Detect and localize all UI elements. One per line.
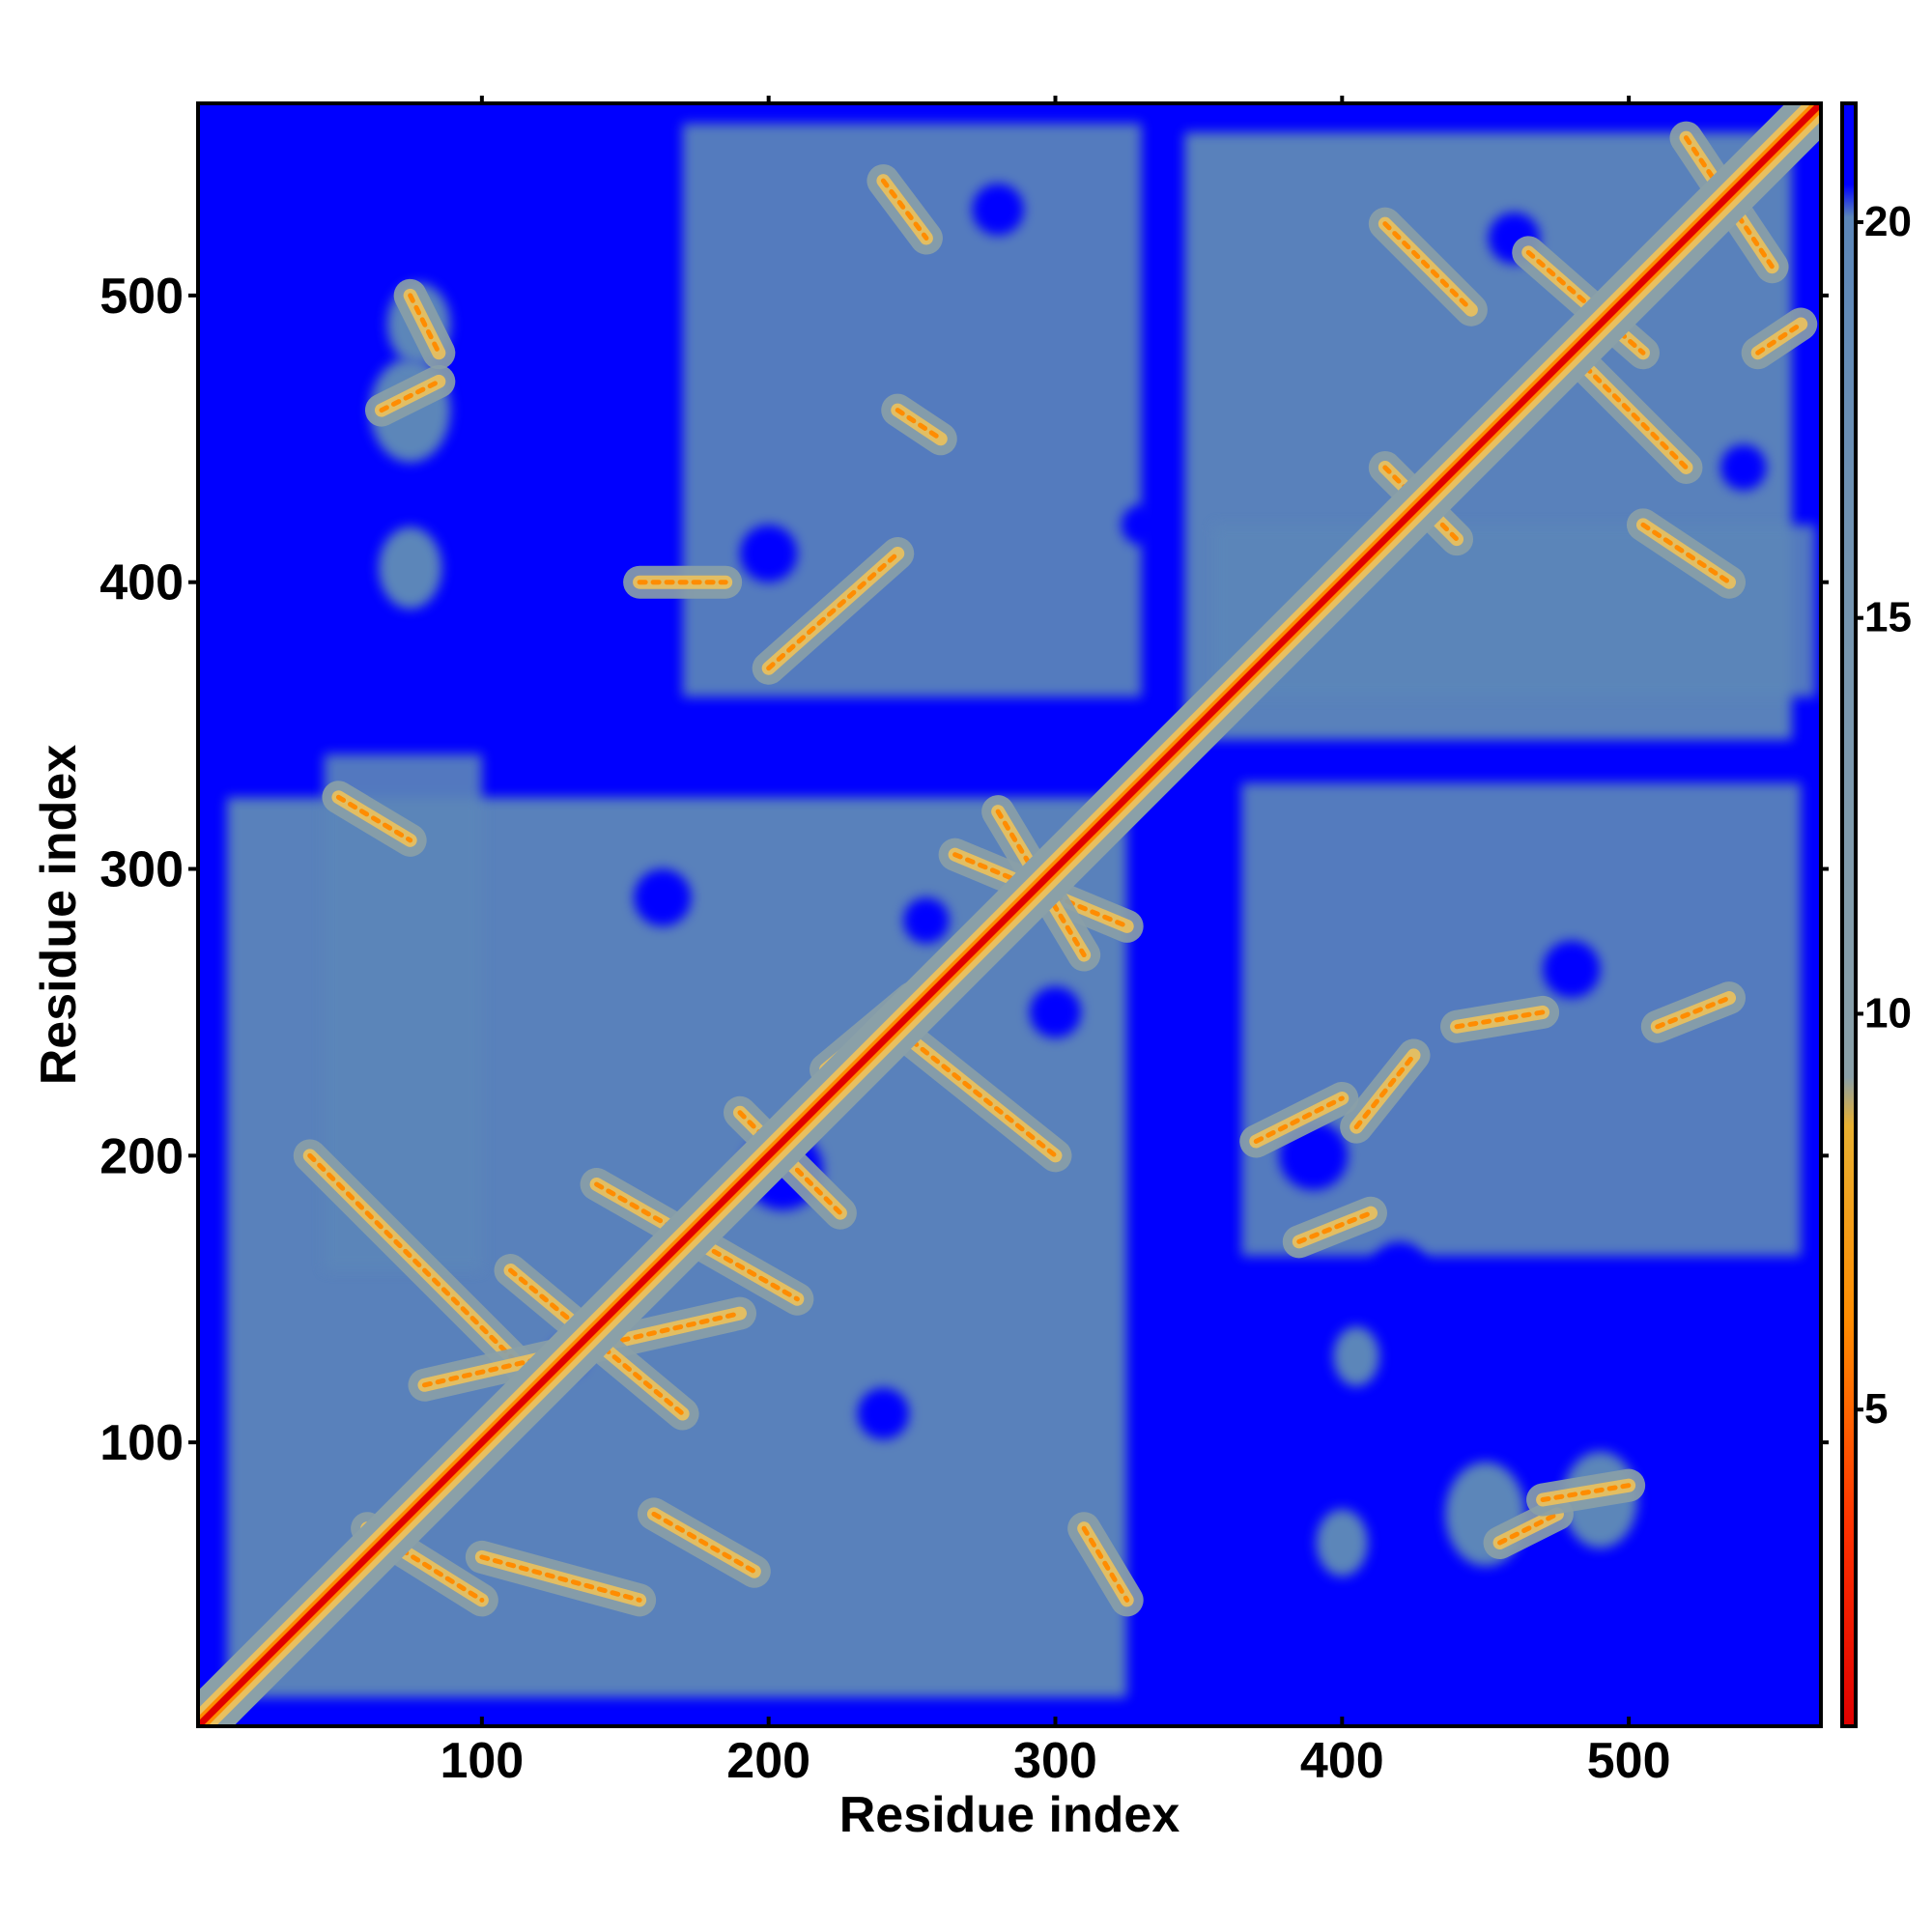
contact-stripe-core xyxy=(379,379,441,413)
contact-gap xyxy=(972,184,1024,236)
contact-gap xyxy=(634,868,692,926)
y-tick-label: 300 xyxy=(99,842,184,898)
y-axis-title: Residue index xyxy=(31,745,87,1086)
contact-stripe-core xyxy=(1540,1483,1632,1503)
heatmap-plot-area xyxy=(198,103,1821,1726)
x-axis-ticks xyxy=(479,96,1632,1726)
contact-stripe-core xyxy=(1454,1009,1546,1030)
colorbar-gradient xyxy=(1840,101,1858,1728)
contact-gap xyxy=(1543,940,1601,999)
y-axis-tick-labels: 100 200 300 400 500 xyxy=(99,269,184,1471)
contact-stripe-core xyxy=(1353,1052,1417,1130)
y-tick-label: 500 xyxy=(99,269,184,325)
y-axis-ticks xyxy=(188,293,198,1445)
contact-stripe-core xyxy=(1755,322,1804,355)
contact-island xyxy=(1333,1326,1379,1386)
colorbar-tick-label: 5 xyxy=(1864,1385,1888,1433)
contact-stripe-core xyxy=(766,551,900,671)
contact-stripe-core xyxy=(307,1152,542,1388)
contact-stripe-core xyxy=(408,293,441,355)
contact-gap xyxy=(903,897,950,944)
contact-stripe-core xyxy=(364,1525,485,1603)
x-tick-label: 200 xyxy=(726,1733,810,1789)
contact-gap xyxy=(740,525,798,582)
contact-stripe-core xyxy=(1497,1511,1560,1546)
diagonal-line xyxy=(198,103,1821,1726)
contact-gap xyxy=(1029,986,1082,1038)
colorbar-tick-labels: 5 10 15 20 xyxy=(1864,198,1912,1433)
x-tick-label: 100 xyxy=(440,1733,524,1789)
contact-stripe-core xyxy=(1583,364,1689,470)
contact-stripe-core xyxy=(1382,465,1460,542)
colorbar-tick-label: 15 xyxy=(1864,594,1912,641)
x-axis-title: Residue index xyxy=(839,1787,1180,1843)
colorbar-ticks xyxy=(1821,219,1863,1445)
contact-island xyxy=(379,526,442,610)
y-tick-label: 100 xyxy=(99,1415,184,1471)
colorbar: 5 10 15 20 xyxy=(1821,101,1912,1728)
contact-stripe-core xyxy=(1296,1210,1374,1244)
contact-stripe-core xyxy=(479,1554,642,1603)
contact-stripe-core xyxy=(909,1038,1058,1158)
contact-stripe-core xyxy=(1655,995,1732,1030)
x-tick-label: 400 xyxy=(1300,1733,1384,1789)
contact-gap xyxy=(1371,1241,1429,1299)
contact-gap xyxy=(1121,504,1162,546)
contact-stripe-core xyxy=(1683,135,1776,270)
contact-island xyxy=(1316,1509,1368,1577)
contact-stripe-core xyxy=(1081,1525,1130,1603)
plot-frame xyxy=(196,101,1823,1728)
colorbar-tick-label: 10 xyxy=(1864,989,1912,1037)
contact-stripe-core xyxy=(1253,1095,1345,1144)
contact-stripe-core xyxy=(880,178,929,242)
x-tick-label: 500 xyxy=(1587,1733,1671,1789)
contact-gap xyxy=(857,1387,910,1440)
contact-stripe-core xyxy=(1382,221,1474,313)
x-axis-tick-labels: 100 200 300 400 500 xyxy=(440,1733,1670,1789)
contact-stripe-core xyxy=(1640,522,1732,585)
contact-gap xyxy=(1720,444,1767,491)
x-tick-label: 300 xyxy=(1013,1733,1097,1789)
contact-stripe-core xyxy=(1525,249,1646,355)
contact-stripe-core xyxy=(895,408,944,441)
main-diagonal xyxy=(198,103,1821,1726)
y-tick-label: 400 xyxy=(99,555,184,611)
colorbar-tick-label: 20 xyxy=(1864,198,1912,245)
contact-stripe-core xyxy=(335,794,413,843)
y-tick-label: 200 xyxy=(99,1128,184,1184)
contact-stripe-core xyxy=(651,1511,757,1575)
